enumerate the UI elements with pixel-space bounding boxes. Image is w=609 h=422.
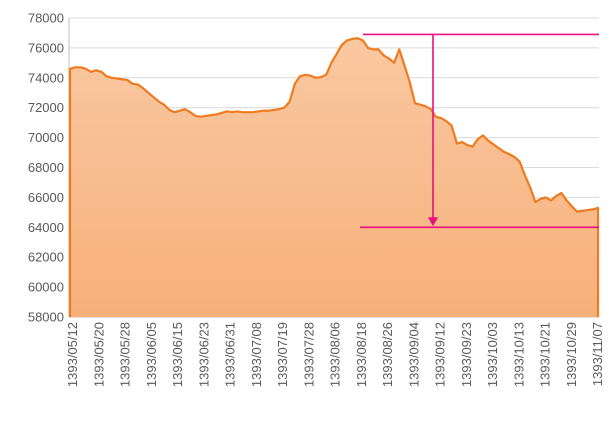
y-tick-label: 62000 bbox=[28, 250, 64, 265]
drop-arrow-head bbox=[428, 217, 438, 227]
x-tick-label: 1393/05/28 bbox=[118, 322, 133, 387]
x-tick-label: 1393/08/06 bbox=[328, 322, 343, 387]
annotations bbox=[360, 33, 599, 229]
y-tick-label: 72000 bbox=[28, 100, 64, 115]
y-tick-label: 64000 bbox=[28, 220, 64, 235]
x-tick-label: 1393/06/31 bbox=[223, 322, 238, 387]
x-tick-label: 1393/07/19 bbox=[275, 322, 290, 387]
x-tick-label: 1393/09/04 bbox=[406, 322, 421, 387]
x-tick-label: 1393/05/20 bbox=[91, 322, 106, 387]
data-area bbox=[68, 37, 600, 317]
x-tick-label: 1393/08/26 bbox=[380, 322, 395, 387]
x-axis-tick-labels: 1393/05/12 1393/05/20 1393/05/28 1393/06/05… bbox=[65, 322, 605, 387]
x-tick-label: 1393/05/12 bbox=[65, 322, 80, 387]
y-tick-label: 60000 bbox=[28, 280, 64, 295]
series-line bbox=[68, 37, 600, 317]
x-tick-label: 1393/07/28 bbox=[301, 322, 316, 387]
x-tick-label: 1393/10/29 bbox=[564, 322, 579, 387]
x-tick-label: 1393/07/08 bbox=[249, 322, 264, 387]
x-tick-label: 1393/09/12 bbox=[433, 322, 448, 387]
series-area-fill bbox=[70, 38, 598, 317]
x-tick-label: 1393/10/03 bbox=[485, 322, 500, 387]
x-tick-label: 1393/09/23 bbox=[459, 322, 474, 387]
x-tick-label: 1393/11/07 bbox=[590, 322, 605, 386]
y-tick-label: 74000 bbox=[28, 70, 64, 85]
y-tick-label: 58000 bbox=[28, 310, 64, 325]
x-tick-label: 1393/06/23 bbox=[196, 322, 211, 387]
x-tick-label: 1393/06/15 bbox=[170, 322, 185, 387]
y-tick-label: 78000 bbox=[28, 11, 64, 26]
x-tick-label: 1393/08/18 bbox=[354, 322, 369, 387]
x-tick-label: 1393/10/21 bbox=[538, 322, 553, 387]
x-tick-label: 1393/10/13 bbox=[511, 322, 526, 387]
x-tick-label: 1393/06/05 bbox=[144, 322, 159, 387]
y-axis-tick-labels: 58000 60000 62000 64000 66000 68000 70000 72000… bbox=[28, 11, 64, 325]
y-tick-label: 70000 bbox=[28, 130, 64, 145]
y-tick-label: 68000 bbox=[28, 160, 64, 175]
y-tick-label: 66000 bbox=[28, 190, 64, 205]
y-tick-label: 76000 bbox=[28, 40, 64, 55]
